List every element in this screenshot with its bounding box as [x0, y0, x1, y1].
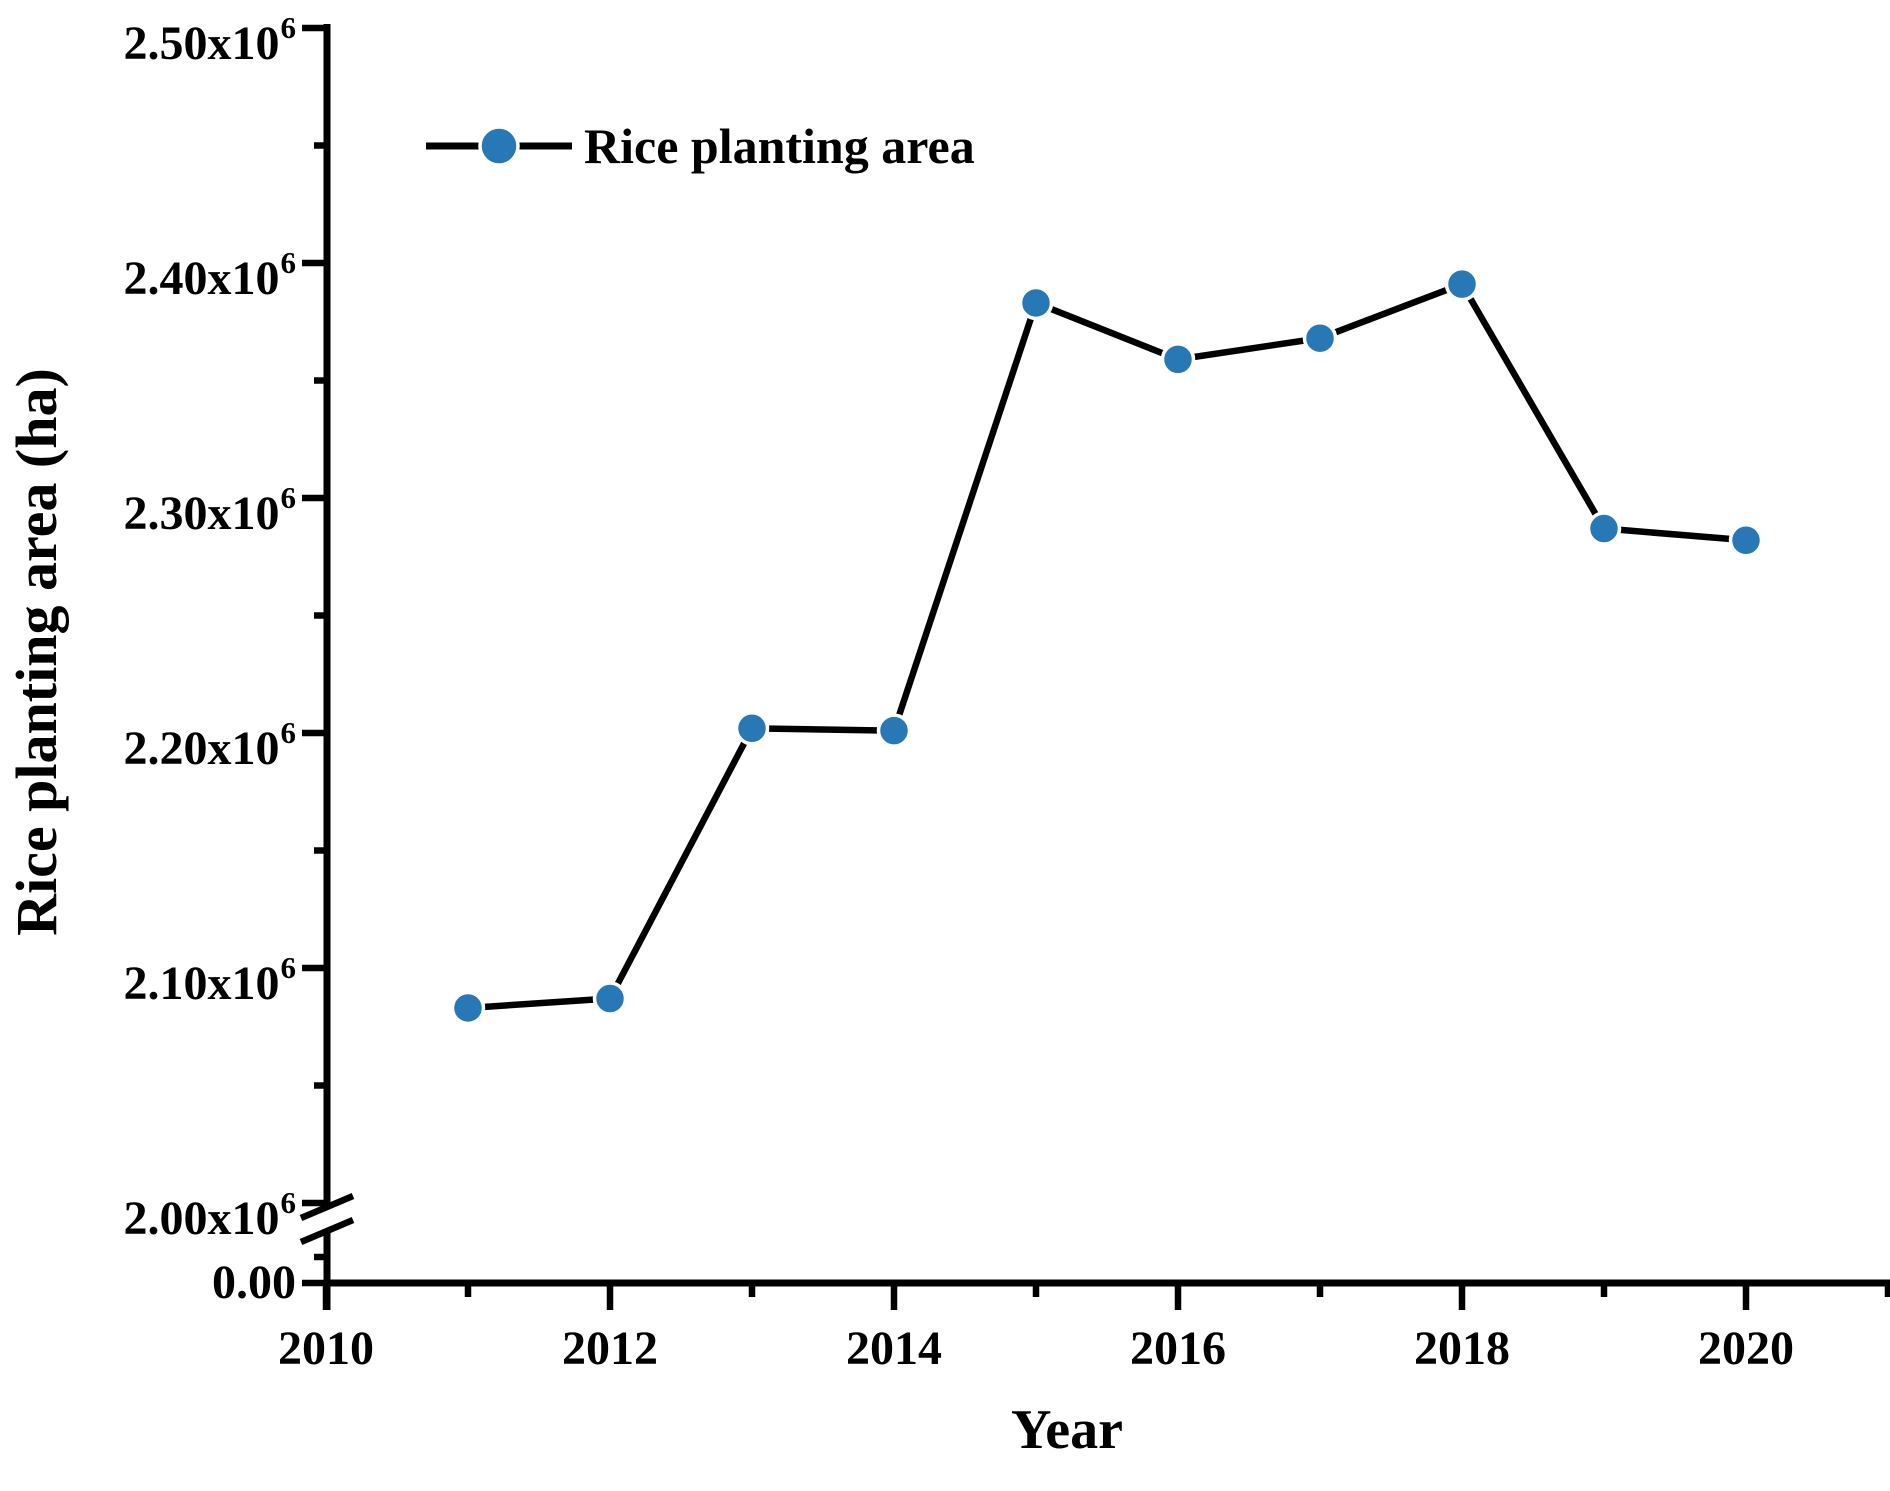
y-tick-label: 2.20x106 [123, 715, 297, 775]
y-tick-label: 2.00x106 [123, 1185, 297, 1245]
x-tick-label: 2010 [278, 1322, 374, 1375]
data-point-2015 [1018, 285, 1054, 321]
legend: Rice planting area [424, 114, 975, 178]
data-point-2014 [876, 713, 912, 748]
y-axis-title: Rice planting area (ha) [4, 368, 69, 936]
data-point-2020 [1728, 523, 1764, 558]
x-tick-label: 2012 [562, 1322, 658, 1375]
y-tick-label: 2.40x106 [123, 245, 297, 305]
x-axis-title: Year [1011, 1399, 1123, 1461]
data-point-2019 [1586, 511, 1622, 546]
axis-break-gap [297, 1200, 357, 1238]
legend-label: Rice planting area [584, 118, 975, 174]
axis-break-mark [299, 1217, 355, 1245]
x-tick-label: 2018 [1414, 1322, 1510, 1375]
x-tick-label: 2020 [1698, 1322, 1794, 1375]
x-tick-label: 2014 [846, 1322, 942, 1375]
data-point-2017 [1302, 320, 1338, 356]
y-tick-label: 2.50x106 [123, 10, 297, 70]
data-point-2018 [1444, 266, 1480, 302]
data-point-2016 [1160, 342, 1196, 377]
axis-break-mark [299, 1193, 355, 1221]
y-tick-label: 0.00 [212, 1256, 296, 1309]
x-tick-label: 2016 [1130, 1322, 1226, 1375]
y-tick-label: 2.30x106 [123, 480, 297, 540]
legend-marker-icon [478, 125, 520, 167]
series-line [467, 280, 1747, 1012]
data-point-2011 [450, 990, 486, 1026]
data-point-2012 [592, 981, 628, 1016]
data-point-2013 [734, 711, 770, 746]
y-tick-label: 2.10x106 [123, 950, 297, 1010]
legend-line-marker [426, 125, 572, 167]
